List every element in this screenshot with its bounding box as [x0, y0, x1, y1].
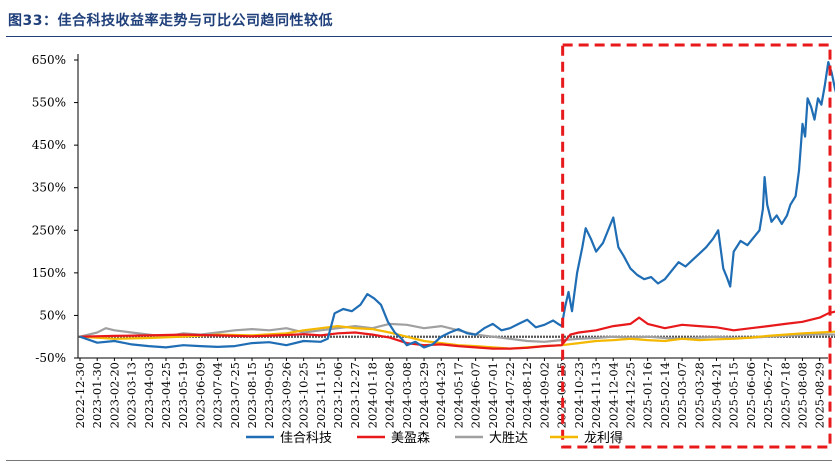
y-tick-label: -50%: [35, 351, 66, 365]
y-tick-label: 450%: [32, 138, 66, 152]
x-tick-label: 2023-04-25: [159, 362, 173, 428]
y-tick-label: 150%: [32, 266, 66, 280]
x-tick-label: 2025-03-28: [692, 362, 706, 428]
y-tick-label: 650%: [32, 53, 66, 67]
x-tick-label: 2023-08-15: [245, 362, 259, 428]
x-tick-label: 2024-08-12: [520, 362, 534, 428]
x-tick-label: 2024-06-07: [469, 362, 483, 428]
series-line-1: [79, 310, 835, 350]
x-tick-label: 2025-02-14: [658, 362, 672, 428]
footer-rule: [6, 460, 832, 461]
y-tick-label: 550%: [32, 96, 66, 110]
y-axis: 650% 550% 450% 350% 250% 150% 50% -50%: [32, 53, 79, 365]
figure-title: 图33：佳合科技收益率走势与可比公司趋同性较低: [8, 13, 333, 29]
x-tick-label: 2024-12-25: [623, 362, 637, 428]
x-tick-label: 2025-01-16: [641, 362, 655, 428]
x-tick-label: 2025-06-27: [761, 362, 775, 428]
x-tick-label: 2023-12-27: [348, 362, 362, 428]
x-tick-label: 2025-05-15: [727, 362, 741, 428]
x-tick-label: 2023-03-13: [125, 362, 139, 428]
legend-label: 佳合科技: [280, 431, 332, 446]
legend-items: 佳合科技 美盈森 大胜达 龙利得: [246, 430, 623, 446]
title-underline: [6, 36, 832, 37]
x-tick-label: 2023-12-06: [331, 362, 345, 428]
highlight-rectangle: [561, 43, 832, 449]
x-tick-label: 2025-03-07: [675, 362, 689, 428]
series-lines: [78, 61, 835, 350]
x-tick-label: 2024-03-08: [400, 362, 414, 428]
x-tick-label: 2023-09-05: [262, 362, 276, 428]
x-tick-label: 2024-11-13: [589, 362, 603, 428]
x-tick-label: 2024-07-22: [503, 362, 517, 428]
x-tick-label: 2024-12-04: [606, 362, 620, 428]
x-tick-label: 2024-10-23: [572, 362, 586, 428]
y-tick-label: 250%: [32, 223, 66, 237]
x-tick-label: 2024-02-08: [383, 362, 397, 428]
x-tick-label: 2024-04-23: [434, 362, 448, 428]
series-line-0: [79, 61, 835, 349]
x-tick-label: 2024-07-01: [486, 362, 500, 428]
x-tick-label: 2025-08-29: [813, 362, 827, 428]
x-tick-label: 2023-02-20: [107, 362, 121, 428]
x-tick-label: 2025-06-06: [744, 362, 758, 428]
x-tick-label: 2024-01-18: [365, 362, 379, 428]
x-tick-label: 2025-08-08: [795, 362, 809, 428]
x-tick-label: 2023-01-30: [90, 362, 104, 428]
x-tick-label: 2023-06-09: [193, 362, 207, 428]
x-tick-label: 2023-11-15: [314, 362, 328, 428]
x-axis: 2022-12-30 2023-01-30 2023-02-20 2023-03-13…: [73, 357, 828, 428]
x-tick-label: 2024-03-29: [417, 362, 431, 428]
x-tick-label: 2023-05-19: [176, 362, 190, 428]
x-tick-label: 2024-05-17: [451, 362, 465, 428]
legend: 佳合科技 美盈森 大胜达 龙利得: [0, 426, 835, 448]
x-tick-label: 2023-09-26: [279, 362, 293, 428]
legend-label: 美盈森: [391, 431, 430, 446]
x-tick-label: 2023-07-25: [228, 362, 242, 428]
x-tick-label: 2023-07-04: [211, 362, 225, 428]
highlight-box: [561, 43, 832, 449]
x-tick-label: 2022-12-30: [73, 362, 87, 428]
y-tick-label: 350%: [32, 181, 66, 195]
legend-label: 龙利得: [584, 430, 623, 446]
x-tick-label: 2025-07-18: [778, 362, 792, 428]
x-tick-label: 2024-09-25: [555, 362, 569, 428]
x-tick-label: 2025-04-21: [709, 362, 723, 428]
x-tick-label: 2023-04-03: [142, 362, 156, 428]
x-tick-label: 2023-10-25: [297, 362, 311, 428]
y-tick-label: 50%: [39, 308, 66, 322]
legend-label: 大胜达: [489, 431, 528, 446]
x-tick-label: 2024-09-02: [537, 362, 551, 428]
